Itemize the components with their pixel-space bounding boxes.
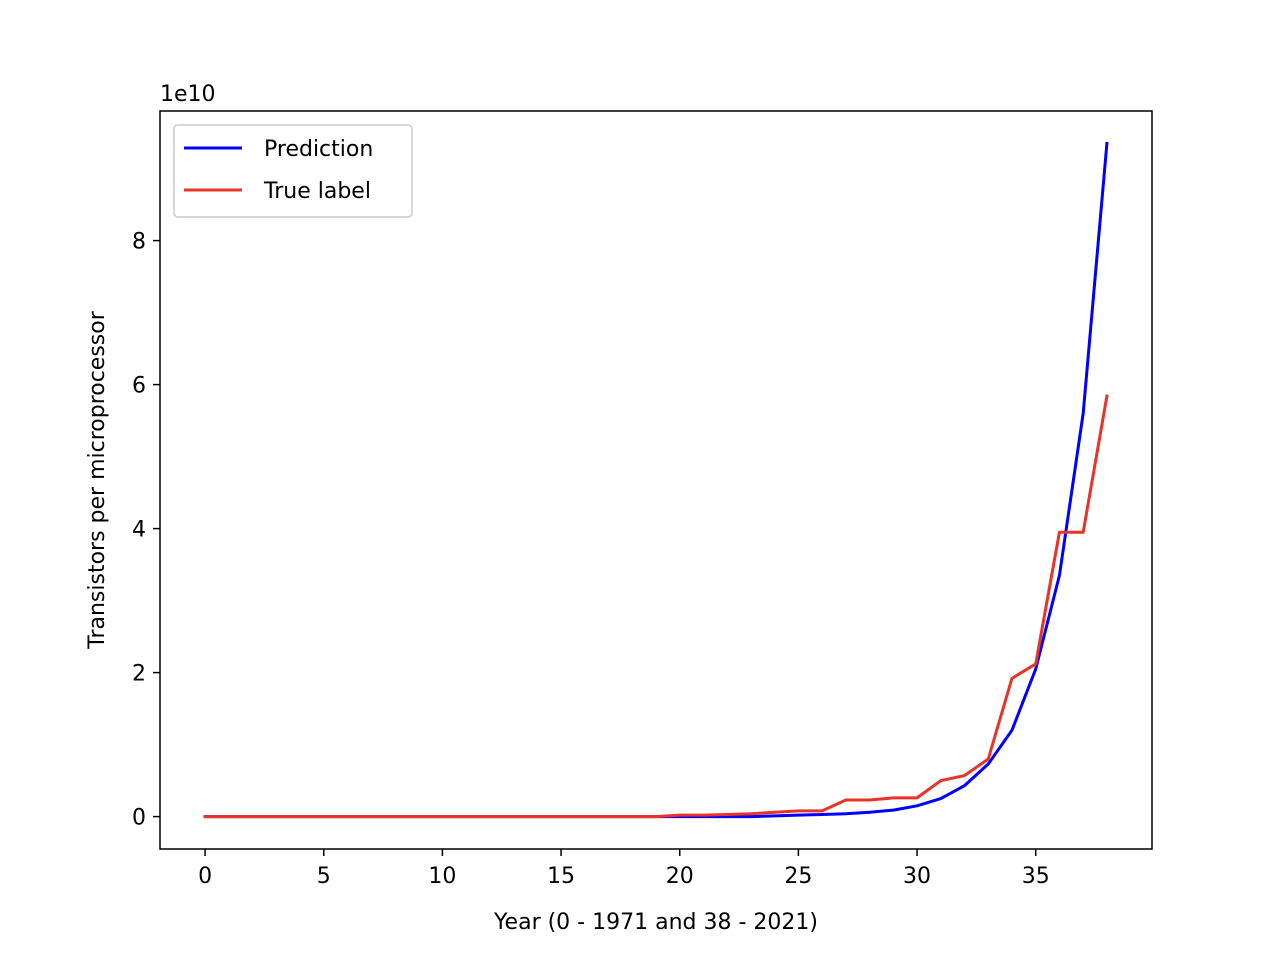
x-tick-label: 20 bbox=[666, 864, 694, 889]
x-tick-label: 35 bbox=[1022, 864, 1050, 889]
x-tick-label: 30 bbox=[903, 864, 931, 889]
legend-label-true-label: True label bbox=[263, 179, 371, 204]
series-line-true-label bbox=[203, 394, 1109, 819]
x-axis-label: Year (0 - 1971 and 38 - 2021) bbox=[493, 910, 818, 935]
y-tick-label: 2 bbox=[132, 662, 146, 687]
y-tick-label: 4 bbox=[132, 518, 146, 543]
x-tick-label: 15 bbox=[547, 864, 575, 889]
plot-lines bbox=[203, 141, 1109, 819]
x-tick-label: 5 bbox=[317, 864, 331, 889]
plot-frame bbox=[159, 110, 1153, 850]
legend: Prediction True label bbox=[173, 124, 413, 218]
x-tick-label: 25 bbox=[784, 864, 812, 889]
y-tick-label: 6 bbox=[132, 374, 146, 399]
x-axis: 0 5 10 15 20 25 30 35 bbox=[198, 849, 1050, 889]
x-tick-label: 0 bbox=[198, 864, 212, 889]
y-axis: 0 2 4 6 8 bbox=[132, 230, 160, 831]
y-axis-label: Transistors per microprocessor bbox=[85, 310, 110, 649]
x-tick-label: 10 bbox=[428, 864, 456, 889]
legend-label-prediction: Prediction bbox=[264, 137, 373, 162]
y-tick-label: 8 bbox=[132, 230, 146, 255]
y-tick-label: 0 bbox=[132, 806, 146, 831]
y-offset-text: 1e10 bbox=[160, 82, 216, 107]
